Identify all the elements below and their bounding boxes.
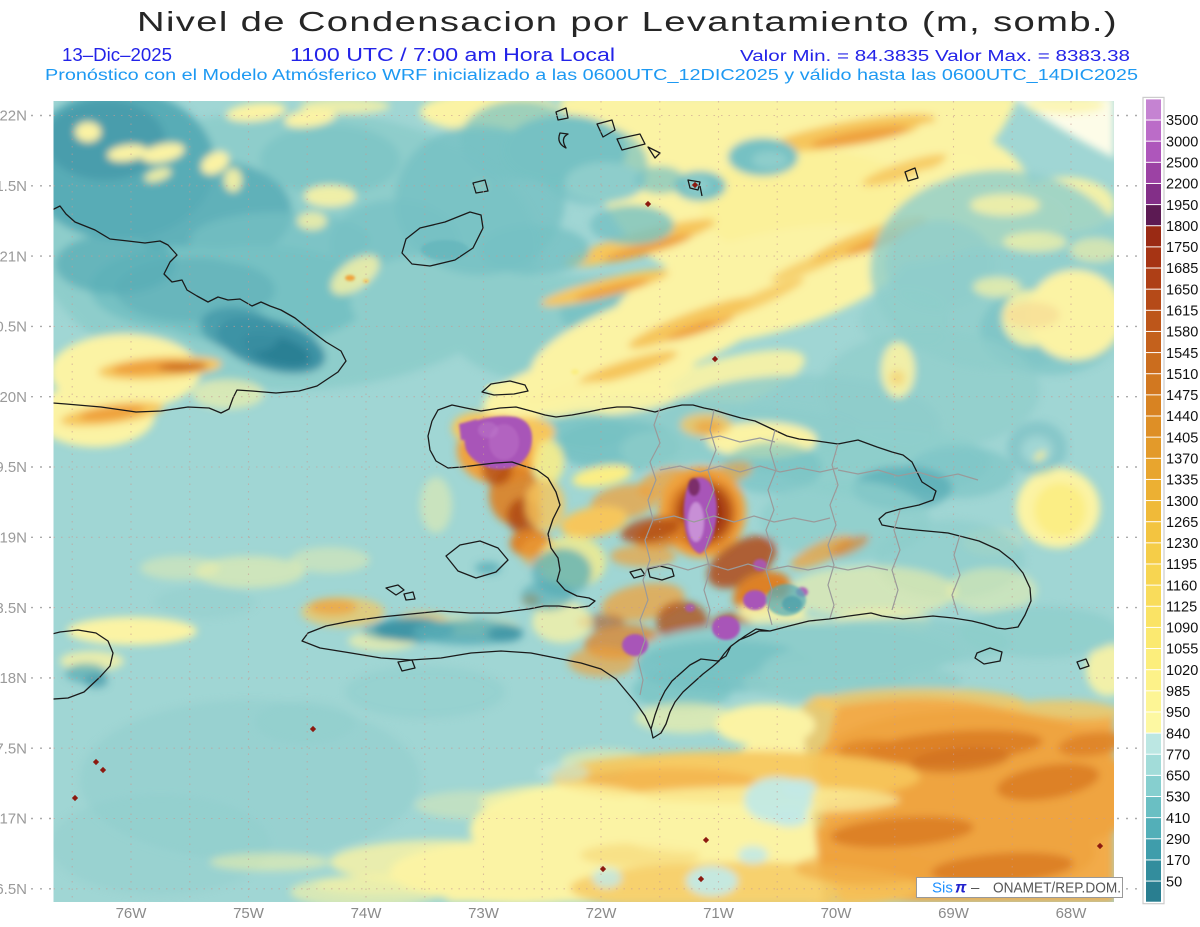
svg-text:21N: 21N xyxy=(0,248,27,265)
svg-text:1300: 1300 xyxy=(1166,494,1198,510)
svg-text:2500: 2500 xyxy=(1166,156,1198,172)
svg-text:1160: 1160 xyxy=(1166,578,1197,594)
svg-text:1370: 1370 xyxy=(1166,452,1198,468)
svg-text:72W: 72W xyxy=(586,905,618,922)
svg-text:1.5N: 1.5N xyxy=(0,178,27,195)
svg-text:1020: 1020 xyxy=(1166,663,1198,679)
svg-text:1510: 1510 xyxy=(1166,367,1198,383)
svg-text:530: 530 xyxy=(1166,790,1190,806)
svg-text:1580: 1580 xyxy=(1166,325,1198,341)
svg-text:770: 770 xyxy=(1166,747,1190,763)
svg-text:0.5N: 0.5N xyxy=(0,319,27,336)
svg-text:1195: 1195 xyxy=(1166,557,1197,573)
svg-text:17N: 17N xyxy=(0,811,27,828)
svg-text:1750: 1750 xyxy=(1166,240,1198,256)
svg-text:1440: 1440 xyxy=(1166,409,1198,425)
svg-text:290: 290 xyxy=(1166,832,1190,848)
svg-text:1100 UTC / 7:00 am Hora Local: 1100 UTC / 7:00 am Hora Local xyxy=(290,45,615,65)
svg-text:1055: 1055 xyxy=(1166,642,1198,658)
svg-text:75W: 75W xyxy=(233,905,265,922)
svg-text:22N: 22N xyxy=(0,108,27,125)
svg-text:410: 410 xyxy=(1166,811,1190,827)
svg-text:74W: 74W xyxy=(351,905,383,922)
svg-text:73W: 73W xyxy=(468,905,500,922)
svg-text:1650: 1650 xyxy=(1166,282,1198,298)
svg-text:9.5N: 9.5N xyxy=(0,459,27,476)
svg-text:2200: 2200 xyxy=(1166,177,1198,193)
svg-text:1265: 1265 xyxy=(1166,515,1198,531)
svg-text:–: – xyxy=(971,880,980,897)
svg-text:1090: 1090 xyxy=(1166,621,1198,637)
svg-text:76W: 76W xyxy=(116,905,148,922)
svg-text:3500: 3500 xyxy=(1166,113,1198,129)
svg-text:950: 950 xyxy=(1166,705,1190,721)
svg-text:Nivel de Condensacion por Leva: Nivel de Condensacion por Levantamiento … xyxy=(137,6,1118,37)
svg-text:1335: 1335 xyxy=(1166,473,1198,489)
svg-text:π: π xyxy=(955,880,967,897)
svg-text:20N: 20N xyxy=(0,389,27,406)
svg-text:71W: 71W xyxy=(703,905,735,922)
svg-text:1125: 1125 xyxy=(1166,600,1197,616)
svg-text:50: 50 xyxy=(1166,874,1182,890)
svg-text:3000: 3000 xyxy=(1166,134,1198,150)
svg-text:68W: 68W xyxy=(1056,905,1088,922)
svg-text:8.5N: 8.5N xyxy=(0,600,27,617)
svg-text:13–Dic–2025: 13–Dic–2025 xyxy=(62,45,172,65)
svg-text:ONAMET/REP.DOM.: ONAMET/REP.DOM. xyxy=(993,880,1121,897)
svg-text:7.5N: 7.5N xyxy=(0,740,27,757)
svg-text:170: 170 xyxy=(1166,853,1190,869)
svg-text:840: 840 xyxy=(1166,726,1190,742)
svg-text:70W: 70W xyxy=(821,905,853,922)
svg-text:1405: 1405 xyxy=(1166,430,1198,446)
svg-text:1615: 1615 xyxy=(1166,304,1198,320)
svg-text:1230: 1230 xyxy=(1166,536,1198,552)
svg-text:Valor Min. = 84.3835 Valor Ma: Valor Min. = 84.3835 Valor Max. = 8383.3… xyxy=(740,48,1130,65)
svg-text:18N: 18N xyxy=(0,670,27,687)
svg-text:650: 650 xyxy=(1166,769,1190,785)
svg-text:69W: 69W xyxy=(938,905,970,922)
svg-text:1950: 1950 xyxy=(1166,198,1198,214)
svg-text:6.5N: 6.5N xyxy=(0,881,27,898)
svg-text:1685: 1685 xyxy=(1166,261,1198,277)
svg-text:Pronóstico con el Modelo Atmós: Pronóstico con el Modelo Atmósferico WRF… xyxy=(45,67,1138,84)
svg-text:1545: 1545 xyxy=(1166,346,1198,362)
svg-text:985: 985 xyxy=(1166,684,1190,700)
svg-text:1800: 1800 xyxy=(1166,219,1198,235)
svg-text:Sis: Sis xyxy=(932,880,953,897)
svg-text:19N: 19N xyxy=(0,530,27,547)
svg-text:1475: 1475 xyxy=(1166,388,1198,404)
